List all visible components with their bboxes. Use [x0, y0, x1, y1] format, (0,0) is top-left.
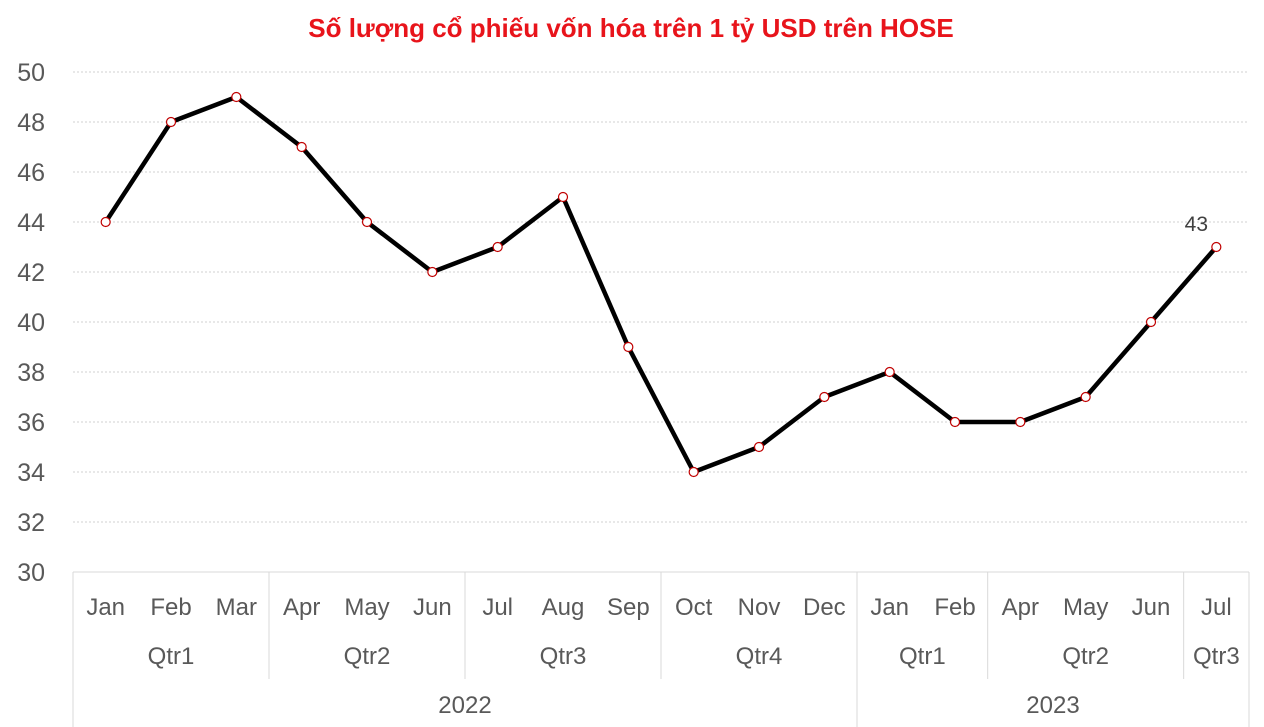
data-point — [427, 266, 438, 278]
month-tick-label: Feb — [934, 594, 975, 621]
month-tick-label: Dec — [803, 594, 846, 621]
month-tick-label: Nov — [738, 594, 781, 621]
y-tick-label: 30 — [17, 559, 45, 587]
y-tick-label: 42 — [17, 259, 45, 287]
y-axis-tick-labels: 30 32 34 36 38 40 42 44 46 48 50 — [17, 59, 45, 587]
quarter-label: Qtr1 — [899, 643, 946, 670]
data-point — [688, 466, 699, 478]
y-tick-label: 46 — [17, 159, 45, 187]
month-tick-label: Feb — [150, 594, 191, 621]
year-label: 2022 — [438, 692, 491, 719]
category-axis: Jan Feb Mar Apr May Jun Jul Aug Sep Oct Nov Dec Jan F… — [72, 571, 1250, 727]
month-tick-label: Apr — [283, 594, 320, 621]
data-point — [819, 391, 830, 403]
quarter-label: Qtr3 — [1193, 643, 1240, 670]
month-tick-label: Mar — [216, 594, 257, 621]
quarter-label: Qtr1 — [148, 643, 195, 670]
month-tick-label: May — [1063, 594, 1108, 621]
data-point — [1080, 391, 1091, 403]
y-tick-label: 36 — [17, 409, 45, 437]
data-point — [165, 116, 177, 128]
data-point — [1211, 241, 1222, 253]
y-tick-label: 40 — [17, 309, 45, 337]
month-tick-label: Apr — [1002, 594, 1039, 621]
data-point — [1015, 416, 1026, 428]
quarter-label: Qtr3 — [540, 643, 587, 670]
data-point — [361, 216, 373, 228]
quarter-label: Qtr2 — [1062, 643, 1109, 670]
series-line — [103, 94, 1219, 475]
month-tick-label: Jun — [1132, 594, 1171, 621]
quarter-label: Qtr2 — [344, 643, 391, 670]
month-tick-label: Sep — [607, 594, 650, 621]
data-point — [557, 191, 569, 203]
y-tick-label: 50 — [17, 59, 45, 87]
y-tick-label: 38 — [17, 359, 45, 387]
data-point — [296, 141, 307, 153]
month-tick-label: Aug — [542, 594, 585, 621]
chart-title: Số lượng cổ phiếu vốn hóa trên 1 tỷ USD … — [308, 13, 954, 43]
data-point — [231, 91, 242, 103]
data-point — [949, 416, 961, 428]
data-label: 43 — [1185, 213, 1208, 236]
data-point — [1145, 316, 1157, 328]
data-point — [623, 341, 634, 353]
quarter-label: Qtr4 — [736, 643, 783, 670]
y-tick-label: 44 — [17, 209, 45, 237]
y-tick-label: 32 — [17, 509, 45, 537]
data-point — [753, 441, 765, 453]
year-label: 2023 — [1026, 692, 1079, 719]
data-point — [884, 366, 895, 378]
data-point — [100, 216, 111, 228]
month-tick-label: Jan — [86, 594, 125, 621]
y-tick-label: 34 — [17, 459, 45, 487]
month-tick-label: Jul — [1201, 594, 1232, 621]
month-tick-label: Oct — [675, 594, 713, 621]
data-point — [492, 241, 503, 253]
series-line-group — [100, 91, 1222, 478]
month-tick-label: May — [344, 594, 389, 621]
month-tick-label: Jun — [413, 594, 452, 621]
gridlines — [73, 71, 1249, 523]
data-labels: 43 — [1185, 213, 1208, 236]
month-tick-label: Jan — [870, 594, 909, 621]
y-tick-label: 48 — [17, 109, 45, 137]
month-tick-label: Jul — [482, 594, 513, 621]
